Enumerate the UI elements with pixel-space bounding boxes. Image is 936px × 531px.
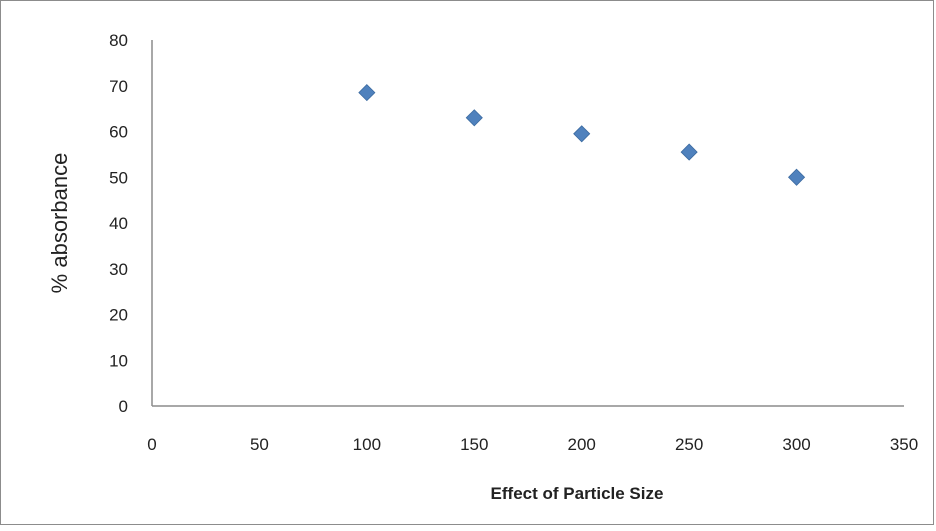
x-tick-label: 300 <box>782 435 810 454</box>
x-tick-label: 200 <box>568 435 596 454</box>
y-tick-label: 60 <box>109 123 128 142</box>
y-tick-label: 30 <box>109 260 128 279</box>
data-point <box>465 109 483 127</box>
y-tick-label: 20 <box>109 306 128 325</box>
y-tick-labels: 0 10 20 30 40 50 60 70 80 <box>109 31 128 416</box>
x-tick-label: 100 <box>353 435 381 454</box>
x-axis-title: Effect of Particle Size <box>491 484 664 503</box>
data-point <box>680 143 698 161</box>
x-tick-label: 0 <box>147 435 156 454</box>
x-tick-label: 150 <box>460 435 488 454</box>
data-points <box>358 84 806 186</box>
y-tick-label: 10 <box>109 351 128 370</box>
y-tick-label: 50 <box>109 168 128 187</box>
y-tick-label: 70 <box>109 77 128 96</box>
y-axis-title: % absorbance <box>47 153 72 294</box>
x-tick-labels: 0 50 100 150 200 250 300 350 <box>147 435 918 454</box>
data-point <box>788 168 806 186</box>
data-point <box>573 125 591 143</box>
data-point <box>358 84 376 102</box>
x-tick-label: 250 <box>675 435 703 454</box>
y-tick-label: 40 <box>109 214 128 233</box>
x-tick-label: 350 <box>890 435 918 454</box>
y-tick-label: 0 <box>119 397 128 416</box>
y-tick-label: 80 <box>109 31 128 50</box>
x-tick-label: 50 <box>250 435 269 454</box>
axes <box>151 40 904 407</box>
